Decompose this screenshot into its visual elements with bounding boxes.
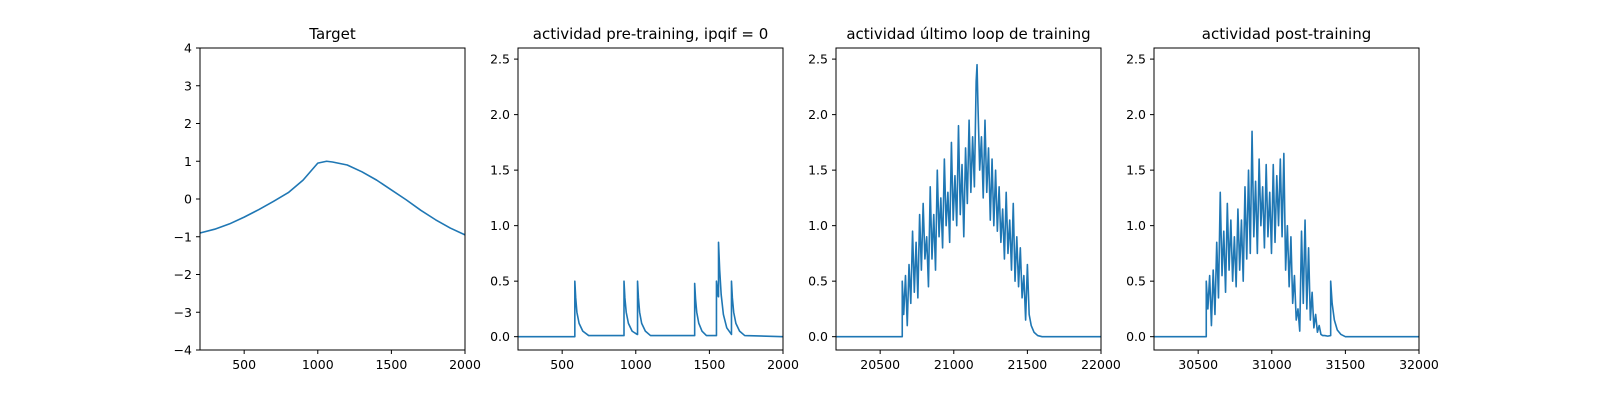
chart-panel-2: actividad pre-training, ipqif = 0 500 1000… xyxy=(490,25,799,372)
x-tick-label: 1000 xyxy=(620,357,652,372)
y-tick-label: 0.5 xyxy=(490,274,510,289)
chart-title: actividad último loop de training xyxy=(846,25,1090,43)
y-tick-label: 1 xyxy=(184,154,192,169)
y-tick-label: −1 xyxy=(174,229,192,244)
series-line-1-1 xyxy=(199,160,466,236)
x-tick-label: 31000 xyxy=(1252,357,1292,372)
x-tick-label: 22000 xyxy=(1081,357,1121,372)
x-tick-label: 2000 xyxy=(449,357,481,372)
x-tick-label: 1000 xyxy=(302,357,334,372)
x-tick-label: 32000 xyxy=(1399,357,1439,372)
y-tick-label: −2 xyxy=(174,267,192,282)
x-tick-label: 2000 xyxy=(767,357,799,372)
y-tick-label: 0.0 xyxy=(1126,329,1146,344)
y-tick-label: 1.5 xyxy=(490,163,510,178)
y-tick-label: 3 xyxy=(184,78,192,93)
series-line-3-1 xyxy=(836,63,1101,338)
x-tick-label: 30500 xyxy=(1178,357,1218,372)
y-tick-label: 2.5 xyxy=(1126,52,1146,67)
x-tick-label: 20500 xyxy=(860,357,900,372)
y-tick-label: 2.0 xyxy=(1126,107,1146,122)
y-tick-label: 2.5 xyxy=(808,52,828,67)
plot-frame xyxy=(1153,47,1420,351)
y-tick-label: 2 xyxy=(184,116,192,131)
chart-title: actividad post-training xyxy=(1202,25,1371,43)
y-tick-label: 4 xyxy=(184,41,192,56)
chart-panel-3: actividad último loop de training 20500 21… xyxy=(808,25,1121,372)
x-tick-label: 1500 xyxy=(375,357,407,372)
y-tick-label: 0 xyxy=(184,192,192,207)
chart-panel-4: actividad post-training 30500 31000 31500 32… xyxy=(1126,25,1439,372)
plot-frame xyxy=(517,47,784,351)
chart-panel-1: Target 500 1000 1500 2000 −4 −3 −2 −1 0 1 2 3 4 xyxy=(174,25,481,372)
y-tick-label: 1.0 xyxy=(1126,218,1146,233)
y-tick-label: −3 xyxy=(174,305,192,320)
y-tick-label: 1.5 xyxy=(808,163,828,178)
y-tick-label: 1.0 xyxy=(490,218,510,233)
x-tick-label: 1500 xyxy=(693,357,725,372)
plot-frame xyxy=(199,47,466,351)
y-tick-label: 0.0 xyxy=(808,329,828,344)
x-tick-label: 500 xyxy=(232,357,256,372)
y-tick-label: 0.0 xyxy=(490,329,510,344)
y-tick-label: 0.5 xyxy=(1126,274,1146,289)
y-tick-label: −4 xyxy=(174,343,192,358)
series-line-4-1 xyxy=(1154,130,1419,338)
y-tick-label: 2.0 xyxy=(490,107,510,122)
x-tick-label: 21000 xyxy=(934,357,974,372)
chart-title: actividad pre-training, ipqif = 0 xyxy=(533,25,769,43)
x-tick-label: 500 xyxy=(550,357,574,372)
y-tick-label: 2.0 xyxy=(808,107,828,122)
x-tick-label: 31500 xyxy=(1326,357,1366,372)
y-tick-label: 0.5 xyxy=(808,274,828,289)
y-tick-label: 2.5 xyxy=(490,52,510,67)
x-tick-label: 21500 xyxy=(1008,357,1048,372)
series-line-2-1 xyxy=(518,241,784,338)
y-tick-label: 1.5 xyxy=(1126,163,1146,178)
plot-frame xyxy=(835,47,1102,351)
y-tick-label: 1.0 xyxy=(808,218,828,233)
chart-title: Target xyxy=(308,25,356,43)
